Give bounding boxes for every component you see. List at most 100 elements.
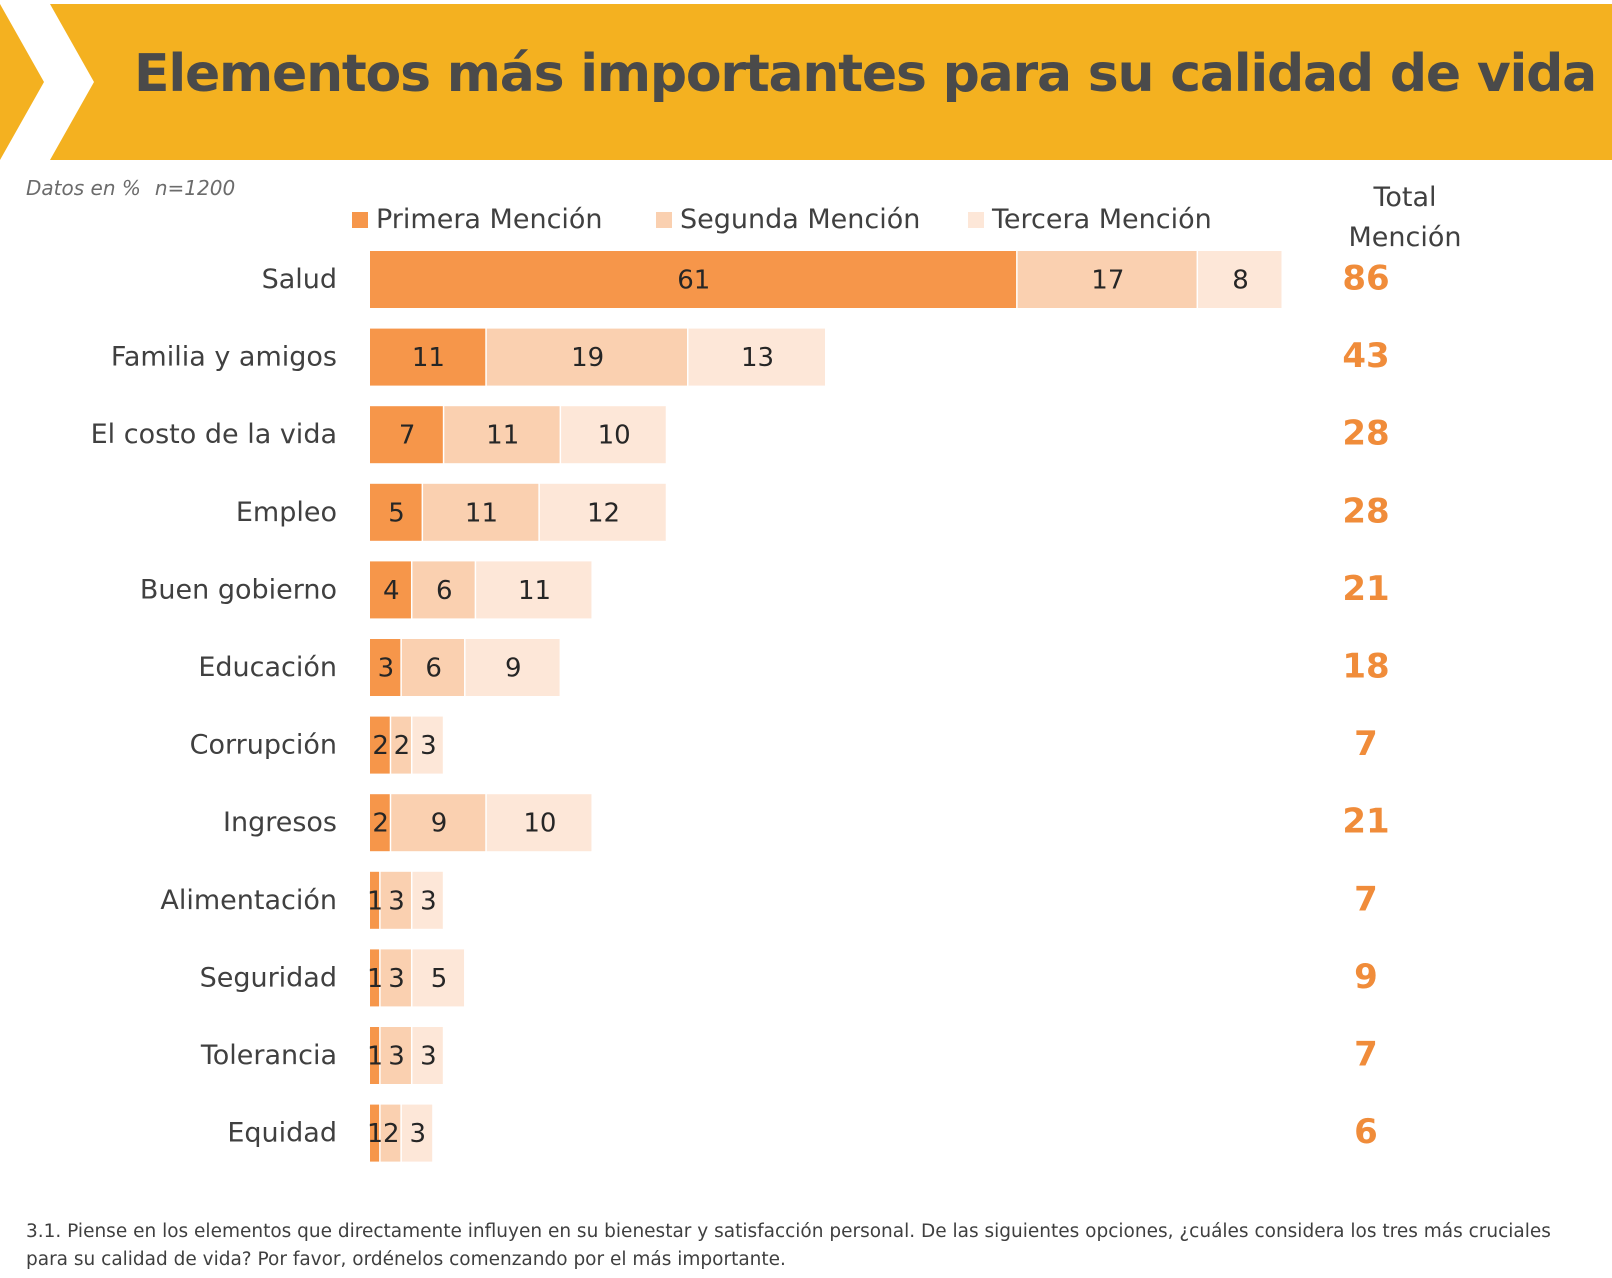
survey-question-footnote: 3.1. Piense en los elementos que directa…	[26, 1221, 1551, 1270]
chevron-icon	[0, 4, 94, 160]
bar-tolerancia-primera	[370, 1027, 380, 1084]
bar-label-familia-y-amigos-tercera: 13	[741, 343, 774, 373]
bar-buen-gobierno-tercera	[476, 561, 592, 619]
bar-label-seguridad-tercera: 5	[431, 964, 448, 994]
total-value-el-costo-de-la-vida: 28	[1342, 414, 1389, 454]
total-value-seguridad: 9	[1354, 957, 1378, 997]
bar-label-buen-gobierno-segunda: 6	[436, 576, 453, 606]
bar-label-ingresos-primera: 2	[372, 809, 389, 839]
data-unit-note: Datos en %	[26, 176, 141, 200]
bar-equidad-tercera	[401, 1104, 433, 1162]
bar-tolerancia-segunda	[380, 1027, 411, 1084]
bar-label-empleo-segunda: 11	[465, 498, 498, 528]
data-note: Datos en % n=1200	[26, 176, 235, 200]
category-label-buen-gobierno: Buen gobierno	[140, 574, 337, 605]
category-label-empleo: Empleo	[236, 497, 337, 528]
bar-alimentacion-segunda	[380, 871, 411, 929]
bar-label-salud-segunda: 17	[1091, 266, 1124, 296]
legend-swatch-segunda	[656, 211, 672, 228]
bar-el-costo-de-la-vida-tercera	[561, 406, 666, 464]
bar-seguridad-segunda	[380, 949, 411, 1007]
bar-seguridad-tercera	[412, 949, 465, 1007]
bar-label-seguridad-segunda: 3	[388, 964, 405, 994]
category-label-tolerancia: Tolerancia	[200, 1040, 337, 1071]
total-value-salud: 86	[1342, 259, 1389, 299]
bar-corrupcion-segunda	[391, 716, 411, 774]
legend-swatch-primera	[352, 211, 368, 228]
bar-familia-y-amigos-tercera	[688, 328, 825, 386]
bar-el-costo-de-la-vida-primera	[370, 406, 443, 464]
bar-label-corrupcion-segunda: 2	[394, 731, 411, 761]
bar-label-corrupcion-primera: 2	[372, 731, 389, 761]
bar-label-corrupcion-tercera: 3	[420, 731, 437, 761]
category-label-ingresos: Ingresos	[223, 807, 337, 838]
bar-label-buen-gobierno-tercera: 11	[518, 576, 551, 606]
category-label-alimentacion: Alimentación	[160, 885, 337, 916]
category-label-el-costo-de-la-vida: El costo de la vida	[91, 419, 337, 450]
bar-label-equidad-tercera: 3	[409, 1119, 426, 1149]
bar-corrupcion-primera	[370, 716, 390, 774]
legend-label-primera: Primera Mención	[376, 204, 603, 235]
bar-label-seguridad-primera: 1	[367, 964, 384, 994]
bar-ingresos-segunda	[391, 794, 486, 852]
total-value-equidad: 6	[1354, 1112, 1378, 1152]
bar-educacion-segunda	[401, 639, 465, 696]
bar-label-tolerancia-primera: 1	[367, 1042, 384, 1072]
category-label-salud: Salud	[262, 264, 337, 295]
bar-ingresos-primera	[370, 794, 390, 852]
bar-empleo-primera	[370, 483, 422, 541]
legend-item-tercera: Tercera Mención	[968, 204, 1212, 235]
bar-equidad-segunda	[380, 1104, 401, 1162]
bar-label-alimentacion-segunda: 3	[388, 886, 405, 916]
legend-swatch-tercera	[968, 211, 984, 228]
bar-label-salud-primera: 61	[677, 266, 710, 296]
bar-label-buen-gobierno-primera: 4	[383, 576, 400, 606]
legend-label-segunda: Segunda Mención	[680, 204, 921, 235]
total-value-tolerancia: 7	[1354, 1035, 1378, 1075]
bar-familia-y-amigos-primera	[370, 328, 486, 386]
bar-salud-tercera	[1198, 251, 1282, 308]
chart-legend: Primera Mención Segunda Mención Tercera …	[0, 204, 1300, 238]
legend-label-tercera: Tercera Mención	[992, 204, 1212, 235]
bar-label-ingresos-segunda: 9	[431, 809, 448, 839]
bar-ingresos-tercera	[486, 794, 592, 852]
bar-label-equidad-segunda: 2	[383, 1119, 400, 1149]
bar-tolerancia-tercera	[412, 1027, 443, 1084]
category-label-equidad: Equidad	[227, 1118, 337, 1149]
bar-empleo-segunda	[423, 483, 539, 541]
bar-label-alimentacion-primera: 1	[367, 886, 384, 916]
bar-familia-y-amigos-segunda	[486, 328, 687, 386]
bar-seguridad-primera	[370, 949, 380, 1007]
bar-educacion-tercera	[465, 639, 560, 696]
bar-buen-gobierno-primera	[370, 561, 411, 619]
category-label-educacion: Educación	[198, 652, 337, 683]
bar-label-familia-y-amigos-primera: 11	[412, 343, 445, 373]
page-title: Elementos más importantes para su calida…	[134, 44, 1597, 104]
total-value-ingresos: 21	[1342, 802, 1389, 842]
bar-label-el-costo-de-la-vida-primera: 7	[399, 421, 416, 451]
total-header-line2: Mención	[1348, 222, 1462, 253]
bar-label-salud-tercera: 8	[1232, 266, 1249, 296]
bar-label-educacion-primera: 3	[378, 654, 395, 684]
bar-empleo-tercera	[539, 483, 666, 541]
title-banner	[0, 4, 1612, 160]
bar-buen-gobierno-segunda	[412, 561, 475, 619]
legend-item-primera: Primera Mención	[352, 204, 603, 235]
bar-educacion-primera	[370, 639, 401, 696]
bar-label-tolerancia-tercera: 3	[420, 1042, 437, 1072]
bar-label-educacion-segunda: 6	[425, 654, 442, 684]
bar-label-empleo-tercera: 12	[587, 498, 620, 528]
category-label-familia-y-amigos: Familia y amigos	[111, 342, 337, 373]
total-header-line1: Total	[1373, 182, 1437, 213]
legend-item-segunda: Segunda Mención	[656, 204, 920, 235]
bar-label-alimentacion-tercera: 3	[420, 886, 437, 916]
bar-alimentacion-tercera	[412, 871, 443, 929]
bar-el-costo-de-la-vida-segunda	[444, 406, 560, 464]
bar-equidad-primera	[370, 1104, 380, 1162]
bar-label-el-costo-de-la-vida-segunda: 11	[486, 421, 519, 451]
bar-label-equidad-primera: 1	[367, 1119, 384, 1149]
total-value-empleo: 28	[1342, 491, 1389, 531]
bar-salud-segunda	[1017, 251, 1197, 308]
category-label-corrupcion: Corrupción	[190, 730, 337, 761]
